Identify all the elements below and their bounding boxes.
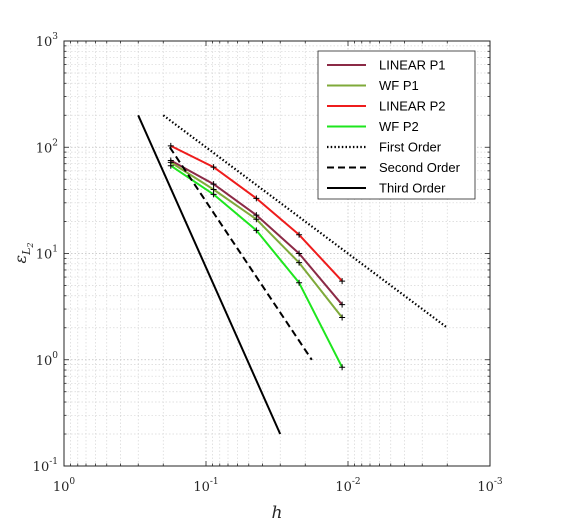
legend-label-second-order: Second Order [379, 160, 461, 175]
x-tick-label: 100 [53, 477, 76, 495]
data-point [253, 227, 260, 234]
legend-label-third-order: Third Order [379, 181, 446, 196]
x-axis-label: h [272, 503, 283, 523]
legend: LINEAR P1 WF P1 LINEAR P2 WF P2 First Order S… [317, 50, 476, 200]
x-tick-label: 10-2 [335, 477, 360, 495]
data-point [253, 216, 260, 223]
y-axis-label-base: ε [11, 255, 30, 264]
legend-label-linear-p1: LINEAR P1 [379, 58, 445, 73]
data-point [296, 259, 303, 266]
data-point [339, 364, 346, 371]
legend-label-linear-p2: LINEAR P2 [379, 99, 445, 114]
series-group [137, 114, 448, 435]
data-point [210, 191, 217, 198]
series-second-order [168, 146, 313, 361]
y-axis-label: εL2 [11, 243, 35, 264]
data-point [296, 279, 303, 286]
y-axis-label-sub: L [20, 248, 33, 256]
legend-box [317, 50, 476, 200]
data-point [339, 278, 346, 285]
y-tick-label: 103 [36, 32, 59, 50]
series-line-third-order [137, 114, 282, 435]
legend-label-wf-p2: WF P2 [379, 119, 419, 134]
x-tick-label: 10-3 [477, 477, 503, 495]
y-tick-label: 100 [36, 351, 59, 369]
y-axis-label-subsub: 2 [26, 243, 35, 249]
series-wf-p2 [167, 162, 346, 371]
data-point [296, 231, 303, 238]
y-tick-label: 101 [36, 245, 58, 263]
series-line-second-order [168, 146, 313, 361]
legend-label-wf-p1: WF P1 [379, 78, 419, 93]
x-tick-label: 10-1 [193, 477, 218, 495]
data-point [210, 181, 217, 188]
legend-label-first-order: First Order [379, 140, 442, 155]
data-point [339, 314, 346, 321]
tick-labels: 100 10-1 10-2 10-3 10-1 100 101 102 103 [33, 32, 503, 495]
svg-text:εL2: εL2 [11, 243, 35, 264]
series-linear-p2 [167, 142, 346, 285]
data-point [253, 195, 260, 202]
y-tick-label: 10-1 [33, 457, 58, 475]
y-tick-label: 102 [36, 138, 58, 156]
data-point [167, 162, 174, 169]
ticks [64, 41, 491, 467]
data-point [210, 164, 217, 171]
data-point [339, 301, 346, 308]
data-point [296, 250, 303, 257]
series-third-order [137, 114, 282, 435]
